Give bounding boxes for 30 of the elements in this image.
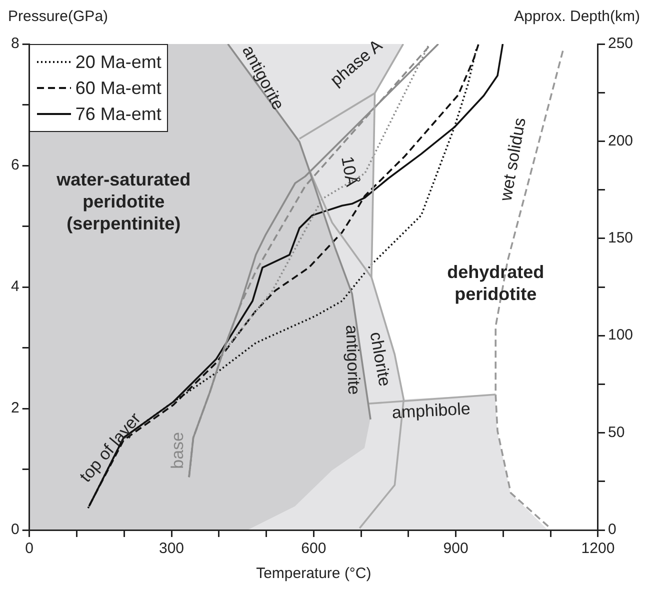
y-tick-label: 0 <box>11 521 20 538</box>
y-tick-label: 4 <box>11 278 20 296</box>
x-tick-label: 900 <box>443 540 468 558</box>
legend-label: 20 Ma-emt <box>75 52 162 72</box>
y2-tick-label: 150 <box>608 230 634 247</box>
x-axis-title: Temperature (°C) <box>256 565 372 582</box>
legend-label: 76 Ma-emt <box>75 104 162 124</box>
annotation: wet solidus <box>496 116 530 204</box>
y-tick-label: 2 <box>11 400 20 417</box>
y-tick-label: 8 <box>11 35 20 52</box>
y2-tick-label: 200 <box>608 132 634 150</box>
y2-tick-label: 250 <box>608 35 634 52</box>
y2-axis-title: Approx. Depth(km) <box>514 8 640 25</box>
annotation: dehydrated peridotite <box>447 262 544 304</box>
y2-tick-label: 50 <box>608 424 625 441</box>
annotation: 10Å <box>338 154 362 189</box>
x-tick-label: 600 <box>301 540 326 558</box>
annotation: chlorite <box>366 330 394 388</box>
y2-tick-label: 0 <box>608 521 616 538</box>
annotation: amphibole <box>391 399 471 422</box>
annotation: water-saturated peridotite (serpentinite) <box>56 170 191 234</box>
x-tick-label: 300 <box>158 540 184 558</box>
legend-label: 60 Ma-emt <box>75 78 162 98</box>
y-tick-label: 6 <box>11 156 20 174</box>
annotation: antigorite <box>342 324 364 396</box>
annotation: base <box>168 432 187 469</box>
x-tick-label: 1200 <box>581 540 615 558</box>
y2-tick-label: 100 <box>608 326 634 344</box>
x-tick-label: 0 <box>25 540 34 558</box>
y-axis-title: Pressure(GPa) <box>8 8 108 25</box>
